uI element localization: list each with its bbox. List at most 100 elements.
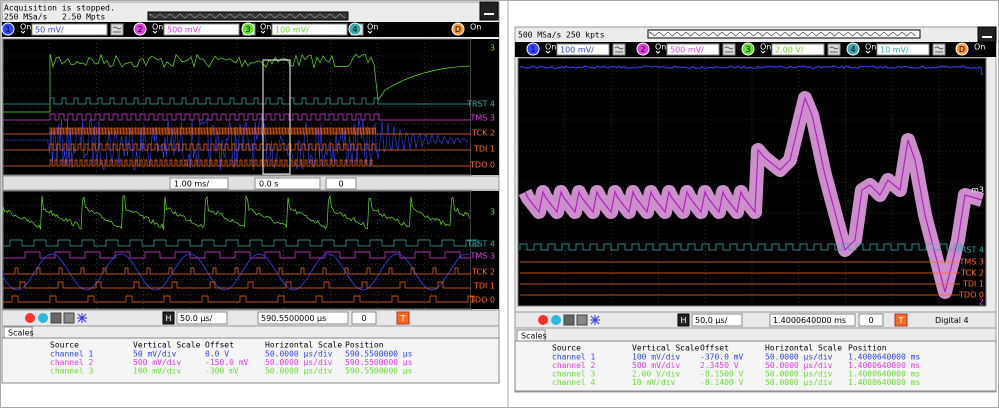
- position-box[interactable]: [769, 313, 856, 327]
- table-cell: 50.0000 µs/div: [765, 370, 833, 379]
- points: 250 kpts: [566, 31, 605, 40]
- table-cell: channel 2: [552, 361, 596, 370]
- table-cell: channel 1: [50, 350, 94, 359]
- delay-box[interactable]: [254, 177, 321, 190]
- table-cell: channel 2: [50, 358, 94, 367]
- h-label: H: [680, 316, 686, 325]
- overview-wave: [649, 31, 916, 37]
- scale-box[interactable]: [691, 313, 743, 327]
- trace-label: m3: [971, 186, 984, 195]
- scale-box[interactable]: [31, 23, 108, 36]
- h-button[interactable]: [677, 313, 690, 327]
- tool-button[interactable]: [563, 314, 575, 326]
- scale-box[interactable]: [176, 311, 228, 325]
- coupling-wave: [614, 46, 624, 53]
- digital-state: On: [470, 23, 481, 32]
- table-cell: 50.0000 µs/div: [265, 358, 333, 367]
- channel-number: 1: [5, 25, 10, 34]
- channel-number: 1: [530, 45, 535, 54]
- channel-bar: [515, 42, 996, 57]
- channel-button[interactable]: [1, 22, 15, 36]
- index-box[interactable]: [325, 177, 357, 190]
- coupling-icon[interactable]: [932, 43, 946, 56]
- tool-button[interactable]: [77, 313, 87, 323]
- scale-box[interactable]: [271, 23, 348, 36]
- column-header: Vertical Scale: [133, 341, 201, 350]
- scale-box[interactable]: [771, 43, 825, 56]
- table-cell: 50.0000 µs/div: [765, 378, 833, 387]
- digital-button[interactable]: [955, 42, 969, 56]
- digital-state: On: [974, 43, 985, 52]
- zoom-window: [262, 59, 291, 175]
- table-cell: -8.1500 V: [700, 370, 744, 379]
- zoom-delay: 0.0 s: [259, 180, 278, 189]
- channel-button[interactable]: [846, 42, 860, 56]
- channel-state: On: [760, 43, 771, 52]
- channel-button[interactable]: [526, 42, 540, 56]
- coupling-icon[interactable]: [722, 43, 736, 56]
- table-cell: 1.4000640000 ms: [848, 361, 920, 370]
- column-header: Offset: [700, 344, 729, 353]
- scale-box[interactable]: [666, 43, 720, 56]
- table-cell: 500 mV/div: [133, 358, 181, 367]
- table-cell: 100 mV/div: [133, 367, 181, 376]
- table-cell: -150.0 mV: [205, 358, 249, 367]
- position-box[interactable]: [257, 311, 349, 325]
- index-box[interactable]: [351, 311, 377, 325]
- trace-label: 2: [979, 298, 984, 307]
- tool-button[interactable]: [50, 312, 62, 324]
- channel-button[interactable]: [741, 42, 755, 56]
- coupling-icon[interactable]: [827, 43, 841, 56]
- tool-button[interactable]: [538, 315, 548, 325]
- channel-2-trace: [524, 96, 983, 293]
- table-cell: 1.4000640000 ms: [848, 353, 920, 362]
- table-cell: 1.4000640000 ms: [848, 378, 920, 387]
- coupling-wave: [112, 26, 122, 33]
- trace-label: TRST 4: [955, 246, 984, 255]
- trace-label: TMS 3: [470, 252, 496, 261]
- zoom-index: 0: [338, 180, 343, 189]
- waveform-border: [517, 57, 987, 307]
- channel-scale: 10 mV/: [880, 46, 909, 55]
- trace-label: TCK 2: [960, 269, 984, 278]
- index-box[interactable]: [858, 313, 884, 327]
- time-position: 590.5500000 µs: [261, 314, 326, 323]
- digital-button[interactable]: [451, 22, 465, 36]
- coupling-icon[interactable]: [612, 43, 626, 56]
- menu-button[interactable]: [479, 1, 499, 21]
- channel-3-trace: [3, 53, 471, 113]
- scale-box[interactable]: [163, 23, 240, 36]
- index: 0: [361, 314, 366, 323]
- channel-button[interactable]: [133, 22, 147, 36]
- status: Acquisition is stopped.: [4, 4, 115, 13]
- channel-scale: 100 mV/: [560, 46, 594, 55]
- on-icon: [655, 50, 661, 54]
- tool-button[interactable]: [63, 312, 75, 324]
- channel-button[interactable]: [348, 22, 362, 36]
- tool-button[interactable]: [38, 313, 48, 323]
- points: 2.50 Mpts: [62, 13, 106, 22]
- tool-button[interactable]: [576, 314, 588, 326]
- scale-box[interactable]: [876, 43, 930, 56]
- trace-label: 3: [490, 208, 495, 217]
- column-header: Position: [345, 341, 384, 350]
- scale-box[interactable]: [556, 43, 610, 56]
- on-icon: [760, 50, 766, 54]
- trigger-button[interactable]: [894, 313, 908, 327]
- coupling-icon[interactable]: [110, 23, 124, 36]
- channel-1-trace: [519, 65, 983, 70]
- channel-1-trace: [2, 253, 470, 291]
- h-button[interactable]: [162, 311, 175, 325]
- channel-button[interactable]: [241, 22, 255, 36]
- scale-box[interactable]: [169, 177, 229, 190]
- channel-button[interactable]: [636, 42, 650, 56]
- table-cell: 50.0000 µs/div: [765, 353, 833, 362]
- trace-label: TMS 3: [470, 114, 496, 123]
- column-header: Source: [552, 344, 581, 353]
- trigger-button[interactable]: [396, 311, 410, 325]
- tool-button[interactable]: [25, 313, 35, 323]
- digital-label: D: [455, 25, 461, 34]
- menu-button[interactable]: [977, 26, 997, 43]
- tool-button[interactable]: [551, 315, 561, 325]
- tool-button[interactable]: [590, 315, 600, 325]
